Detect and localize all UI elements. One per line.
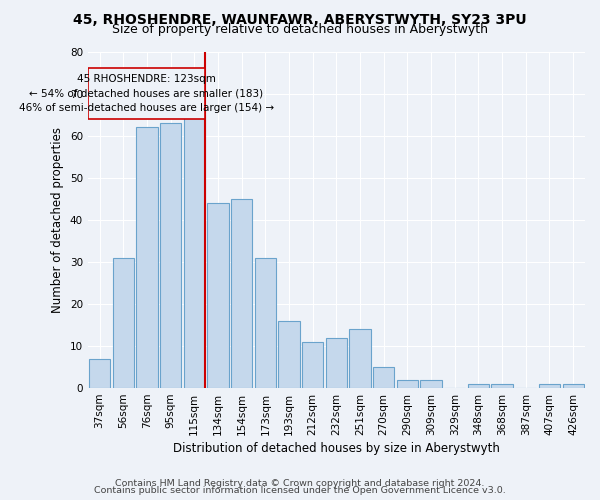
Bar	[563, 384, 584, 388]
Bar	[278, 321, 299, 388]
Bar	[397, 380, 418, 388]
Bar	[539, 384, 560, 388]
Y-axis label: Number of detached properties: Number of detached properties	[51, 127, 64, 313]
Bar	[89, 358, 110, 388]
Bar	[254, 258, 276, 388]
Bar	[231, 198, 253, 388]
Bar	[88, 68, 205, 119]
Text: 45, RHOSHENDRE, WAUNFAWR, ABERYSTWYTH, SY23 3PU: 45, RHOSHENDRE, WAUNFAWR, ABERYSTWYTH, S…	[73, 12, 527, 26]
Bar	[326, 338, 347, 388]
Bar	[491, 384, 513, 388]
Bar	[349, 329, 371, 388]
Text: Contains HM Land Registry data © Crown copyright and database right 2024.: Contains HM Land Registry data © Crown c…	[115, 478, 485, 488]
Bar	[184, 114, 205, 388]
Bar	[302, 342, 323, 388]
X-axis label: Distribution of detached houses by size in Aberystwyth: Distribution of detached houses by size …	[173, 442, 500, 455]
Bar	[160, 123, 181, 388]
Bar	[208, 203, 229, 388]
Text: Size of property relative to detached houses in Aberystwyth: Size of property relative to detached ho…	[112, 22, 488, 36]
Text: Contains public sector information licensed under the Open Government Licence v3: Contains public sector information licen…	[94, 486, 506, 495]
Bar	[113, 258, 134, 388]
Text: ← 54% of detached houses are smaller (183): ← 54% of detached houses are smaller (18…	[29, 88, 263, 99]
Bar	[421, 380, 442, 388]
Bar	[468, 384, 489, 388]
Bar	[136, 127, 158, 388]
Text: 45 RHOSHENDRE: 123sqm: 45 RHOSHENDRE: 123sqm	[77, 74, 216, 84]
Bar	[373, 367, 394, 388]
Text: 46% of semi-detached houses are larger (154) →: 46% of semi-detached houses are larger (…	[19, 104, 274, 114]
